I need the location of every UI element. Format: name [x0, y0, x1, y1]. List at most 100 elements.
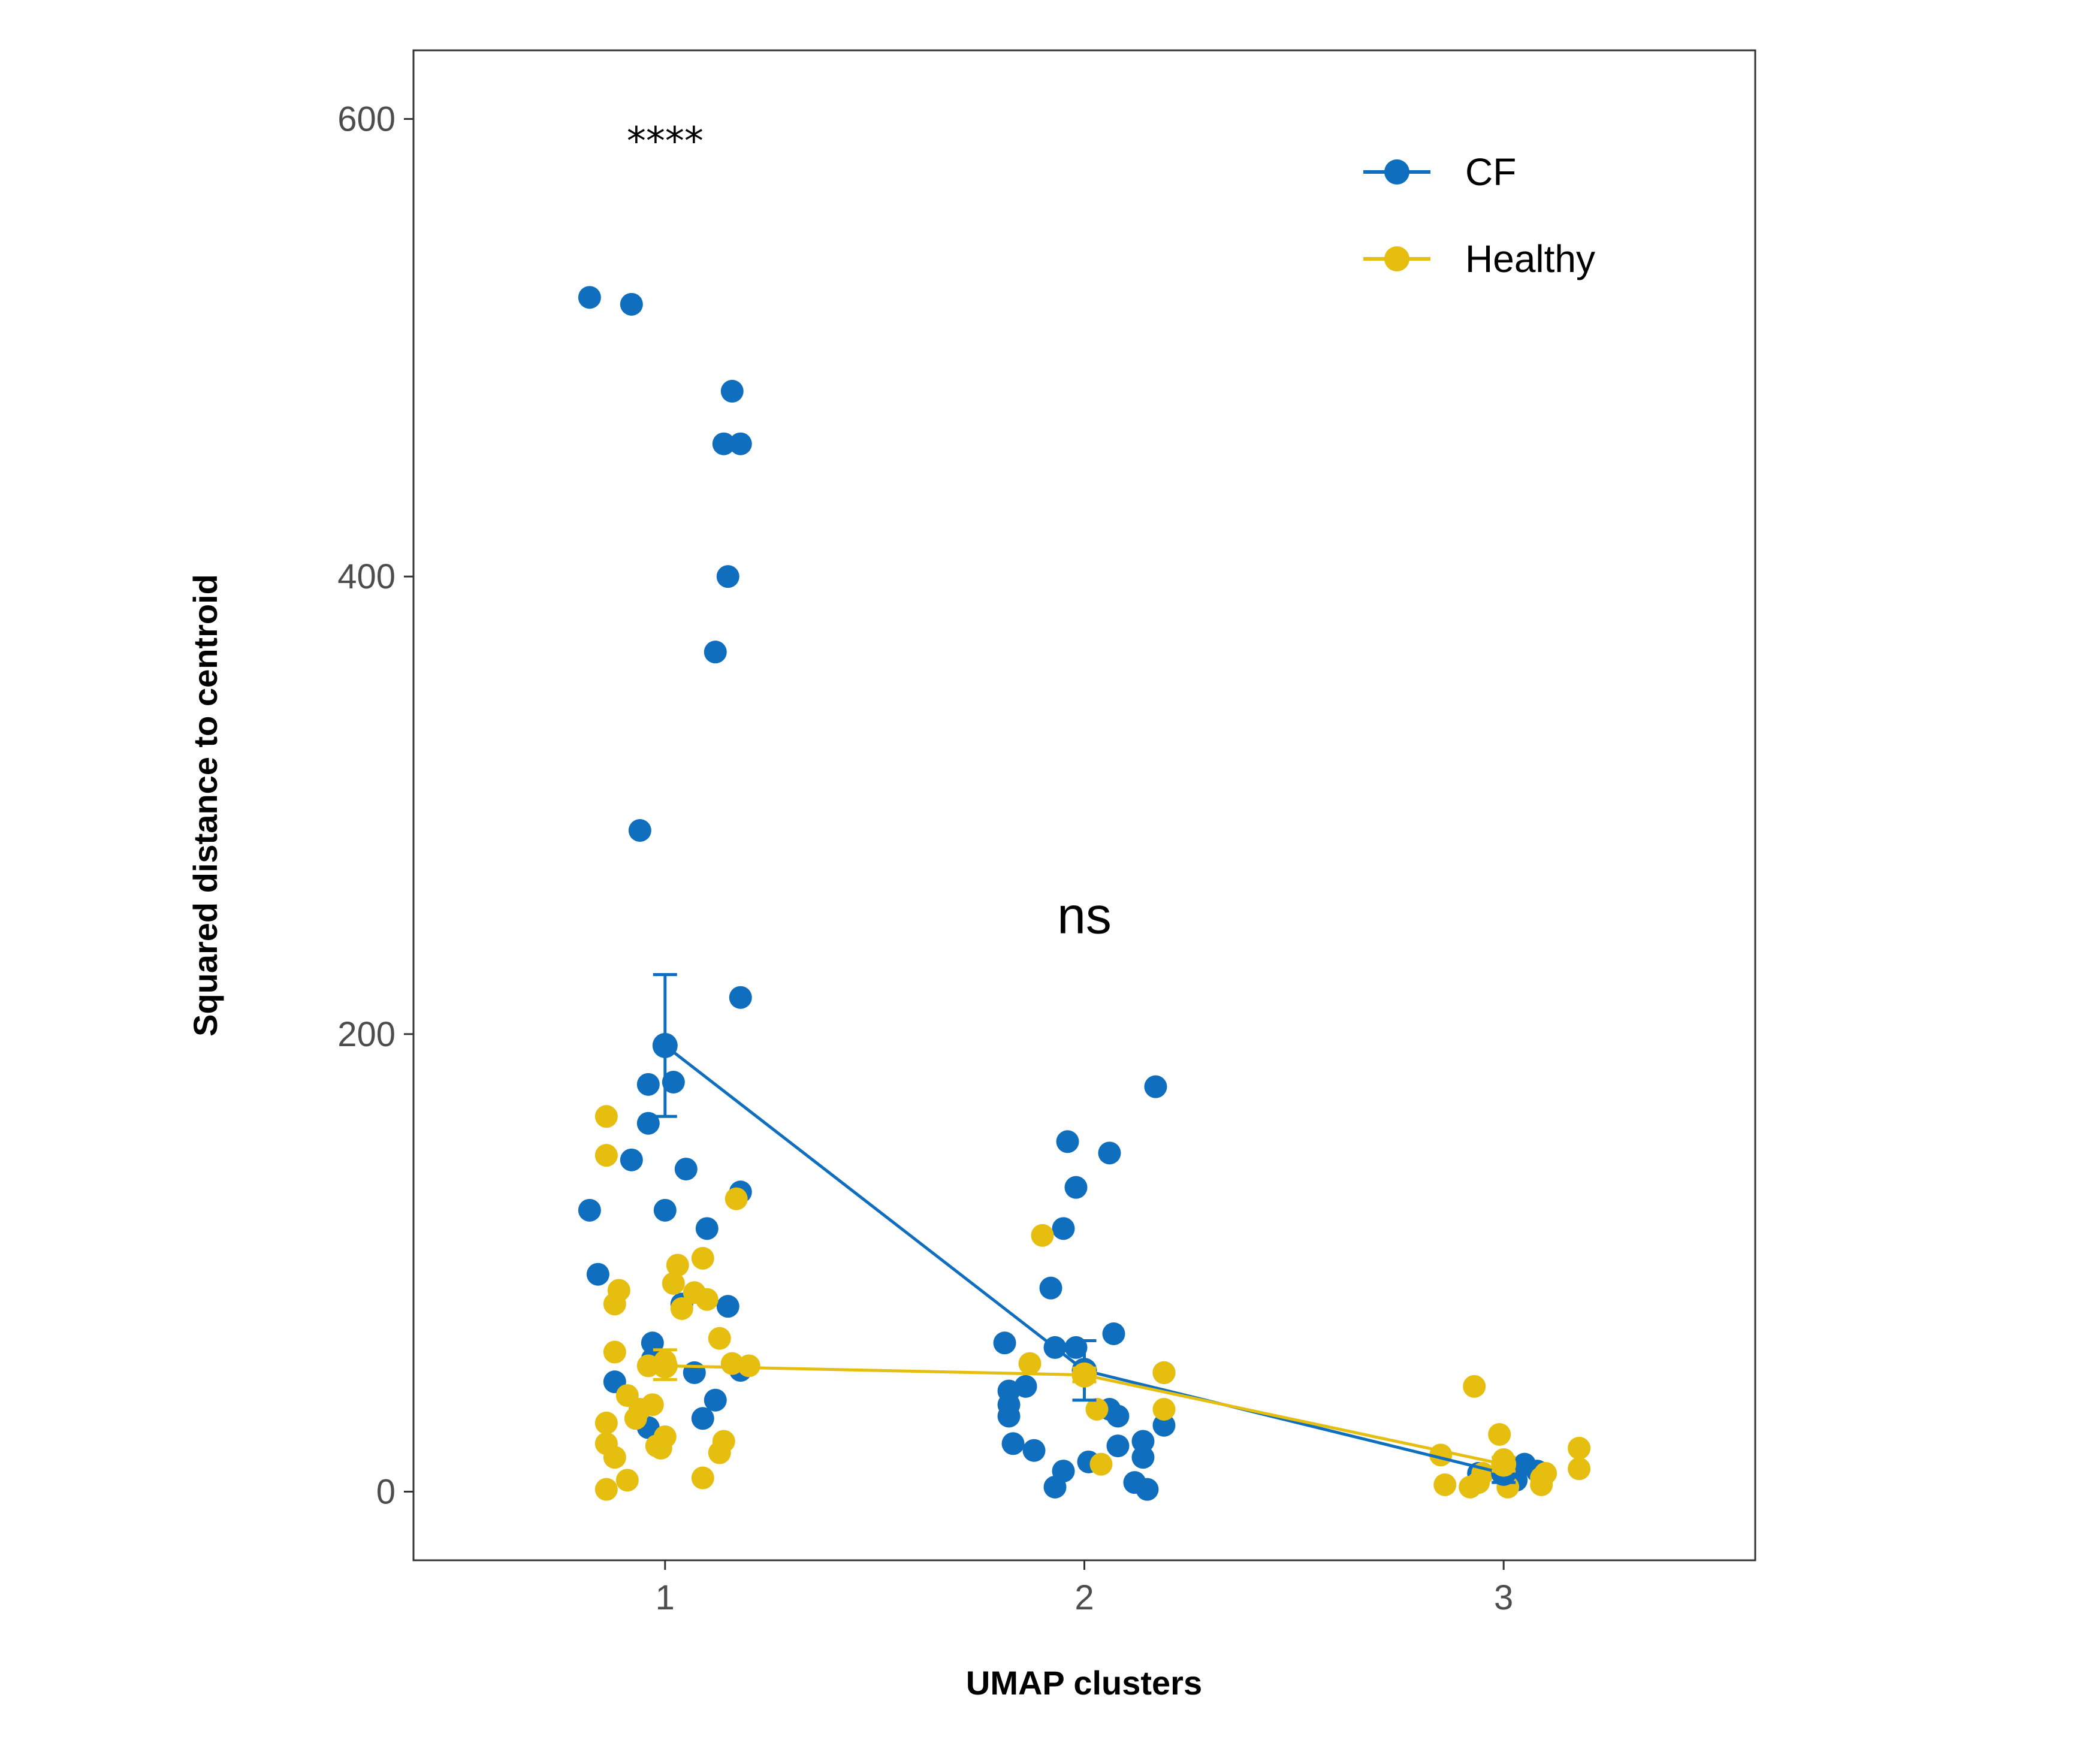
legend: CF Healthy [1363, 150, 1595, 280]
mean-point-cf-1 [652, 1032, 678, 1058]
data-point-cf-16 [653, 1198, 677, 1222]
data-point-cf-17 [695, 1217, 719, 1240]
legend-marker-healthy [1384, 246, 1409, 271]
data-point-cf-29 [993, 1331, 1016, 1355]
data-point-cf-10 [662, 1071, 685, 1094]
data-point-cf-12 [620, 1148, 643, 1171]
data-point-cf-46 [1039, 1276, 1062, 1300]
axes-layer: 0 200 400 600 1 2 3 [337, 100, 1513, 1617]
data-point-cf-47 [1001, 1432, 1025, 1455]
significance-ns-cluster-2: ns [1057, 887, 1112, 944]
data-point-healthy-10 [670, 1297, 693, 1320]
data-point-healthy-36 [1152, 1398, 1176, 1421]
data-point-healthy-28 [603, 1446, 626, 1469]
data-point-cf-48 [1022, 1439, 1046, 1462]
data-point-healthy-11 [708, 1327, 731, 1350]
y-tick-label-200: 200 [337, 1015, 396, 1054]
y-tick-label-400: 400 [337, 557, 396, 596]
data-point-cf-23 [683, 1361, 706, 1384]
data-point-cf-7 [628, 819, 651, 842]
y-axis-title: Squared distance to centroid [186, 574, 224, 1037]
data-point-healthy-0 [594, 1105, 618, 1128]
data-point-cf-43 [1064, 1176, 1088, 1199]
data-point-healthy-4 [666, 1253, 689, 1277]
data-point-healthy-20 [641, 1393, 664, 1416]
data-point-cf-56 [1131, 1430, 1155, 1453]
plot-layer [578, 286, 1591, 1501]
mean-point-healthy-1 [652, 1353, 678, 1379]
data-point-cf-42 [1098, 1141, 1121, 1165]
data-point-cf-9 [636, 1073, 660, 1096]
data-point-healthy-34 [1152, 1361, 1176, 1384]
y-tick-label-0: 0 [376, 1472, 396, 1511]
data-point-healthy-19 [624, 1407, 647, 1430]
data-point-cf-0 [578, 286, 601, 309]
data-point-cf-41 [1056, 1130, 1079, 1153]
data-point-healthy-32 [1031, 1224, 1054, 1247]
annotations: **** ns [627, 120, 1112, 945]
data-point-healthy-48 [1568, 1457, 1591, 1481]
mean-point-healthy-3 [1491, 1451, 1517, 1477]
data-point-cf-34 [997, 1404, 1021, 1428]
data-point-cf-28 [691, 1407, 714, 1430]
x-axis-title: UMAP clusters [966, 1664, 1202, 1702]
mean-point-healthy-2 [1071, 1362, 1097, 1388]
data-point-cf-8 [729, 986, 752, 1009]
data-point-healthy-29 [615, 1469, 639, 1492]
data-point-healthy-46 [1467, 1471, 1490, 1494]
data-point-healthy-5 [662, 1272, 685, 1295]
data-point-healthy-2 [725, 1187, 748, 1210]
y-tick-label-600: 600 [337, 100, 396, 139]
data-point-healthy-1 [594, 1144, 618, 1167]
data-point-cf-18 [586, 1262, 609, 1286]
data-point-healthy-50 [1530, 1473, 1553, 1496]
legend-marker-cf [1384, 159, 1409, 185]
x-tick-label-3: 3 [1494, 1578, 1513, 1617]
data-point-healthy-21 [594, 1411, 618, 1434]
x-tick-label-2: 2 [1074, 1578, 1094, 1617]
data-point-cf-38 [1106, 1404, 1130, 1428]
data-point-healthy-12 [603, 1340, 626, 1364]
data-point-cf-36 [1102, 1322, 1125, 1345]
data-point-cf-6 [704, 641, 727, 664]
data-point-cf-13 [674, 1158, 698, 1181]
data-point-cf-2 [720, 379, 744, 403]
data-point-healthy-3 [691, 1247, 714, 1270]
mean-line-cf [664, 1044, 1504, 1475]
legend-label-cf: CF [1465, 150, 1516, 194]
data-point-cf-26 [704, 1388, 727, 1412]
data-point-healthy-47 [1568, 1436, 1591, 1460]
data-point-cf-5 [716, 565, 739, 588]
data-point-healthy-16 [737, 1354, 760, 1378]
data-point-healthy-30 [691, 1466, 714, 1490]
data-point-healthy-33 [1018, 1352, 1042, 1375]
data-point-cf-4 [729, 432, 752, 455]
data-point-cf-40 [1152, 1413, 1176, 1437]
data-point-cf-20 [716, 1295, 739, 1318]
data-point-healthy-9 [603, 1292, 626, 1316]
data-point-cf-45 [1052, 1217, 1075, 1240]
legend-label-healthy: Healthy [1465, 237, 1595, 280]
data-point-healthy-31 [594, 1478, 618, 1501]
significance-stars-cluster-1: **** [627, 120, 704, 164]
data-point-healthy-39 [1488, 1423, 1511, 1446]
data-point-healthy-26 [649, 1436, 672, 1460]
data-point-cf-1 [620, 292, 643, 316]
data-point-cf-35 [1014, 1375, 1037, 1398]
data-point-cf-44 [1144, 1075, 1167, 1098]
data-point-healthy-8 [695, 1288, 719, 1311]
data-point-cf-54 [1131, 1446, 1155, 1469]
data-point-healthy-38 [1463, 1375, 1486, 1398]
data-point-cf-52 [1106, 1434, 1130, 1458]
data-point-healthy-15 [720, 1352, 744, 1375]
data-point-healthy-27 [708, 1441, 731, 1464]
data-point-healthy-35 [1085, 1398, 1109, 1421]
data-point-healthy-37 [1089, 1452, 1113, 1476]
data-point-cf-3 [712, 432, 735, 455]
x-tick-label-1: 1 [656, 1578, 675, 1617]
data-point-cf-51 [1043, 1475, 1067, 1499]
data-point-healthy-44 [1433, 1473, 1457, 1496]
data-point-cf-15 [578, 1198, 601, 1222]
data-point-cf-55 [1136, 1478, 1159, 1501]
